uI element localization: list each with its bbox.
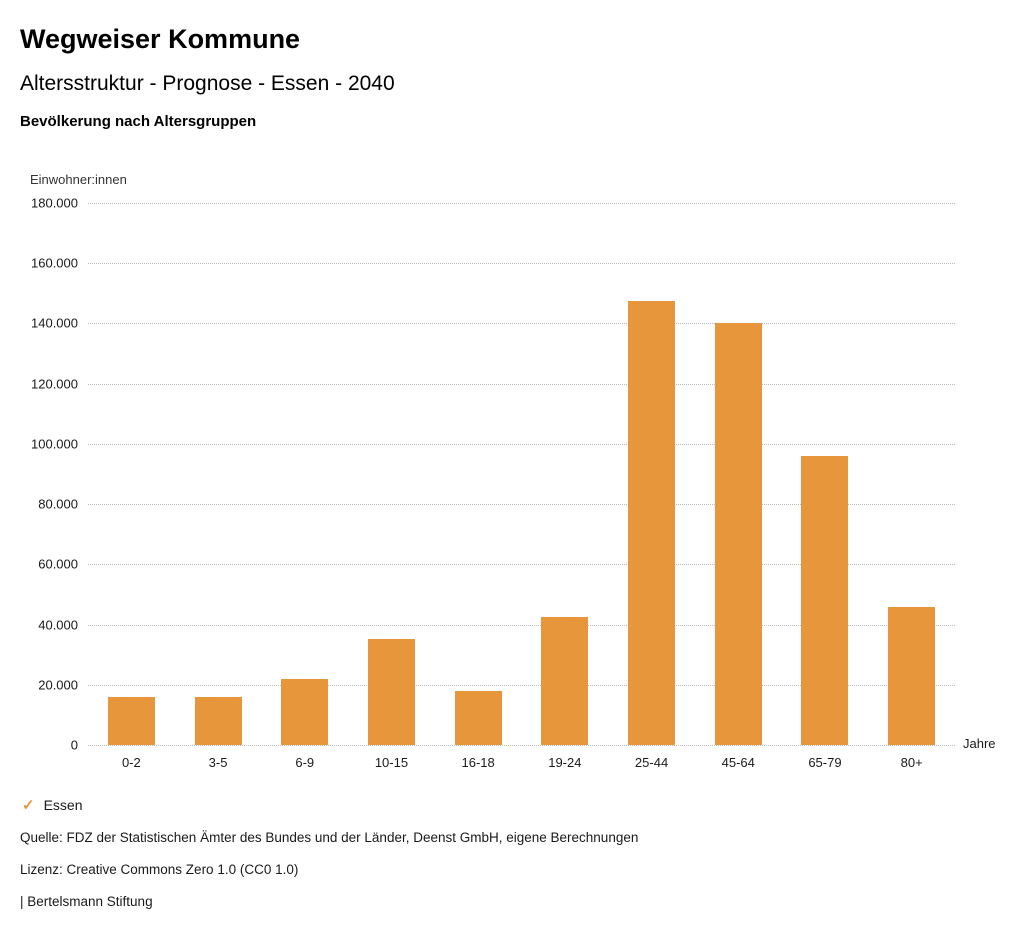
- y-tick-label: 160.000: [31, 255, 78, 271]
- bar-10-15[interactable]: [367, 638, 415, 745]
- check-icon: ✓: [22, 796, 35, 814]
- attribution-line: | Bertelsmann Stiftung: [20, 894, 153, 909]
- bar-chart: 0 20.000 40.000 60.000 80.000 100.000 120.000 1…: [31, 196, 996, 771]
- x-tick-label: 80+: [900, 755, 923, 770]
- y-axis-title: Einwohner:innen: [30, 172, 127, 187]
- gridline: [88, 383, 955, 385]
- y-tick-label: 80.000: [38, 496, 78, 512]
- plot-area: 0 20.000 40.000 60.000 80.000 100.000 120.000 1…: [31, 196, 955, 770]
- bar-80+[interactable]: [888, 607, 936, 745]
- bar-25-44[interactable]: [628, 300, 676, 745]
- license-line: Lizenz: Creative Commons Zero 1.0 (CC0 1…: [20, 862, 299, 877]
- legend-item-essen[interactable]: ✓ Essen: [22, 797, 1004, 813]
- y-tick-label: 100.000: [31, 436, 78, 452]
- x-tick-label: 3-5: [208, 755, 228, 770]
- page-title: Wegweiser Kommune: [20, 24, 301, 54]
- bar-3-5[interactable]: [194, 696, 242, 745]
- y-tick-label: 60.000: [38, 556, 78, 572]
- bar-6-9[interactable]: [281, 678, 329, 745]
- bar-45-64[interactable]: [714, 323, 762, 745]
- y-tick-label: 180.000: [31, 195, 78, 211]
- x-tick-label: 45-64: [721, 755, 755, 770]
- gridline: [88, 263, 955, 265]
- source-line: Quelle: FDZ der Statistischen Ämter des …: [20, 830, 639, 845]
- page-subtitle: Altersstruktur - Prognose - Essen - 2040: [20, 72, 395, 95]
- x-axis-title: Jahre: [963, 736, 996, 751]
- y-tick-label: 140.000: [31, 315, 78, 331]
- gridline: [88, 624, 955, 626]
- x-tick-label: 65-79: [808, 755, 842, 770]
- wegweiser-kommune-page: Wegweiser Kommune Altersstruktur - Progn…: [20, 24, 1004, 909]
- y-tick-label: 0: [70, 737, 78, 753]
- footer: Quelle: FDZ der Statistischen Ämter des …: [20, 830, 1004, 909]
- gridline: [88, 443, 955, 445]
- gridline: [88, 504, 955, 506]
- x-tick-label: 16-18: [461, 755, 495, 770]
- y-tick-label: 20.000: [38, 677, 78, 693]
- y-tick-label: 120.000: [31, 376, 78, 392]
- bar-65-79[interactable]: [801, 455, 849, 745]
- x-tick-label: 25-44: [634, 755, 669, 770]
- gridline: [88, 564, 955, 566]
- gridline: [88, 203, 955, 204]
- bar-19-24[interactable]: [541, 617, 589, 745]
- bar-0-2[interactable]: [107, 697, 155, 745]
- x-tick-label: 19-24: [548, 755, 582, 770]
- bar-16-18[interactable]: [454, 690, 502, 745]
- gridline: [88, 745, 955, 746]
- y-tick-label: 40.000: [38, 617, 78, 633]
- chart-heading: Bevölkerung nach Altersgruppen: [20, 113, 257, 130]
- x-tick-label: 6-9: [295, 755, 315, 770]
- legend-label: Essen: [43, 797, 83, 813]
- x-tick-label: 10-15: [374, 755, 409, 770]
- gridline: [88, 684, 955, 686]
- gridline: [88, 323, 955, 325]
- x-tick-label: 0-2: [121, 755, 141, 770]
